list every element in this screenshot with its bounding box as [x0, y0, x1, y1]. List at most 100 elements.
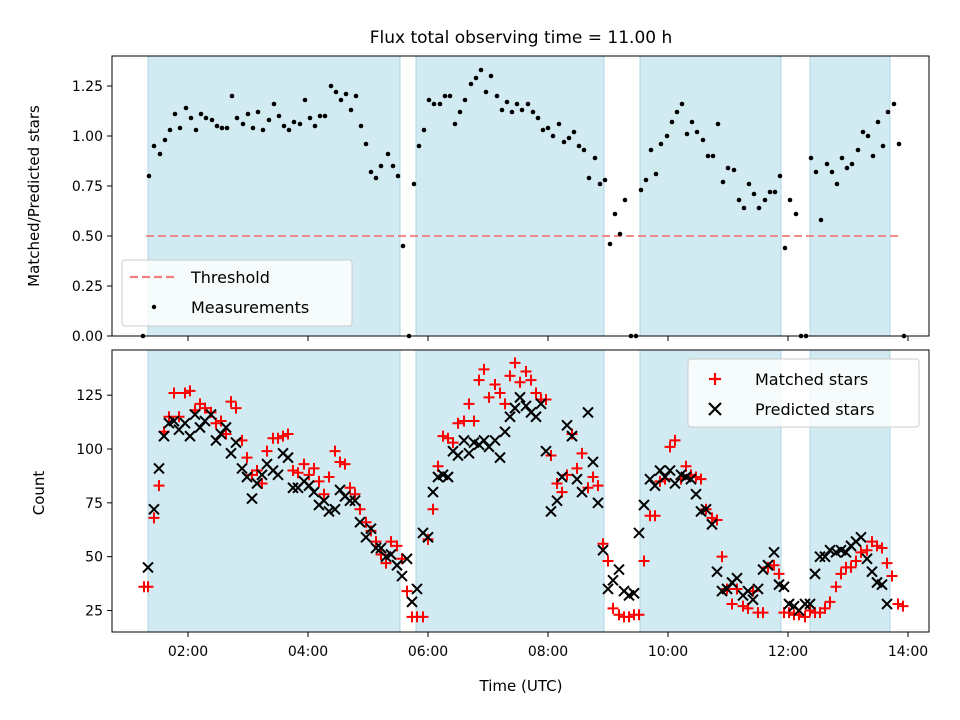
matched-star-point	[850, 555, 862, 567]
measurement-point	[353, 93, 359, 99]
measurement-point	[813, 169, 819, 175]
observing-window	[415, 349, 605, 633]
predicted-star-point	[576, 486, 588, 498]
measurement-points	[140, 67, 907, 339]
matched-star-point	[385, 536, 397, 548]
predicted-star-point	[427, 486, 439, 498]
measurement-point	[885, 109, 891, 115]
measurement-point	[855, 147, 861, 153]
measurement-point	[566, 135, 572, 141]
predicted-star-point	[215, 428, 227, 440]
matched-star-point	[613, 609, 625, 621]
bottom-y-ticks: 25 50 75 100 125	[76, 388, 112, 619]
measurement-point	[286, 127, 292, 133]
predicted-star-point	[406, 596, 418, 608]
measurement-point	[452, 121, 458, 127]
measurement-point	[378, 163, 384, 169]
predicted-star-point	[607, 574, 619, 587]
y-tick-label: 50	[85, 550, 103, 566]
measurement-point	[229, 93, 235, 99]
measurement-point	[612, 211, 618, 217]
measurement-point	[793, 211, 799, 217]
measurement-point	[535, 115, 541, 121]
predicted-star-point	[814, 550, 826, 563]
predicted-star-point	[184, 430, 196, 442]
predicted-star-point	[866, 566, 878, 578]
measurement-point	[390, 163, 396, 169]
predicted-star-point	[287, 482, 299, 494]
matched-star-point	[298, 458, 310, 470]
y-tick-label: 1.00	[72, 129, 103, 145]
matched-star-point	[623, 611, 635, 623]
matched-star-point	[768, 559, 780, 571]
measurement-point	[530, 109, 536, 115]
predicted-star-point	[210, 434, 222, 447]
measurement-point	[193, 127, 199, 133]
measurement-point	[188, 115, 194, 121]
predicted-star-point	[256, 469, 268, 481]
measurement-point	[834, 181, 840, 187]
measurement-point	[715, 121, 721, 127]
measurement-point	[167, 127, 173, 133]
bottom-y-axis-label: Count	[30, 471, 48, 516]
matched-star-point	[199, 402, 211, 414]
predicted-star-point	[768, 546, 780, 559]
matched-star-point	[835, 568, 847, 580]
predicted-star-point	[396, 570, 408, 582]
matched-star-point	[277, 430, 289, 442]
matched-star-point	[509, 357, 521, 369]
matched-star-point	[602, 555, 614, 567]
matched-stars-points	[138, 357, 909, 623]
y-tick-label: 0.75	[72, 179, 103, 195]
predicted-star-point	[762, 559, 774, 571]
measurement-point	[488, 73, 494, 79]
predicted-star-point	[220, 421, 232, 434]
measurement-point	[442, 93, 448, 99]
predicted-star-point	[246, 492, 258, 505]
measurement-point	[550, 133, 556, 139]
matched-star-point	[489, 378, 501, 390]
matched-star-point	[153, 480, 165, 492]
matched-star-point	[520, 366, 532, 378]
matched-star-point	[499, 398, 511, 410]
matched-star-point	[871, 540, 883, 552]
matched-star-point	[205, 406, 217, 418]
x-tick-label: 08:00	[528, 644, 568, 660]
matched-star-point	[458, 415, 470, 427]
observing-window	[639, 55, 782, 337]
measurement-point	[421, 127, 427, 133]
measurement-point	[473, 75, 479, 81]
predicted-star-point	[411, 583, 423, 595]
matched-star-point	[669, 434, 681, 446]
measurement-point	[157, 151, 163, 157]
matched-star-point	[334, 456, 346, 468]
predicted-star-point	[824, 544, 836, 556]
matched-star-point	[525, 374, 537, 386]
predicted-star-point	[458, 434, 470, 447]
measurement-point	[431, 101, 437, 107]
predicted-star-point	[520, 400, 532, 412]
measurement-point	[260, 127, 266, 133]
bottom-plot-frame	[111, 349, 930, 633]
predicted-star-point	[303, 479, 315, 492]
predicted-star-point	[452, 449, 464, 462]
top-panel: 0.00 0.25 0.50 0.75 1.00 1.25 Matched/Predict…	[25, 55, 930, 345]
measurement-point	[725, 165, 731, 171]
measurement-point	[255, 109, 261, 115]
measurement-point	[504, 99, 510, 105]
measurement-point	[622, 197, 628, 203]
predicted-star-point	[633, 527, 645, 539]
x-tick-label: 10:00	[648, 644, 688, 660]
predicted-star-point	[370, 542, 382, 554]
matched-star-point	[514, 376, 526, 388]
measurement-point	[581, 147, 587, 153]
predicted-star-point	[478, 434, 490, 447]
top-y-ticks: 0.00 0.25 0.50 0.75 1.00 1.25	[72, 79, 112, 345]
bottom-legend-box	[687, 358, 920, 428]
measurement-point	[307, 115, 313, 121]
predicted-star-point	[742, 585, 754, 597]
legend-matched-label: Matched stars	[755, 370, 868, 389]
measurement-point	[162, 137, 168, 143]
measurement-point	[829, 169, 835, 175]
measurement-point	[540, 127, 546, 133]
